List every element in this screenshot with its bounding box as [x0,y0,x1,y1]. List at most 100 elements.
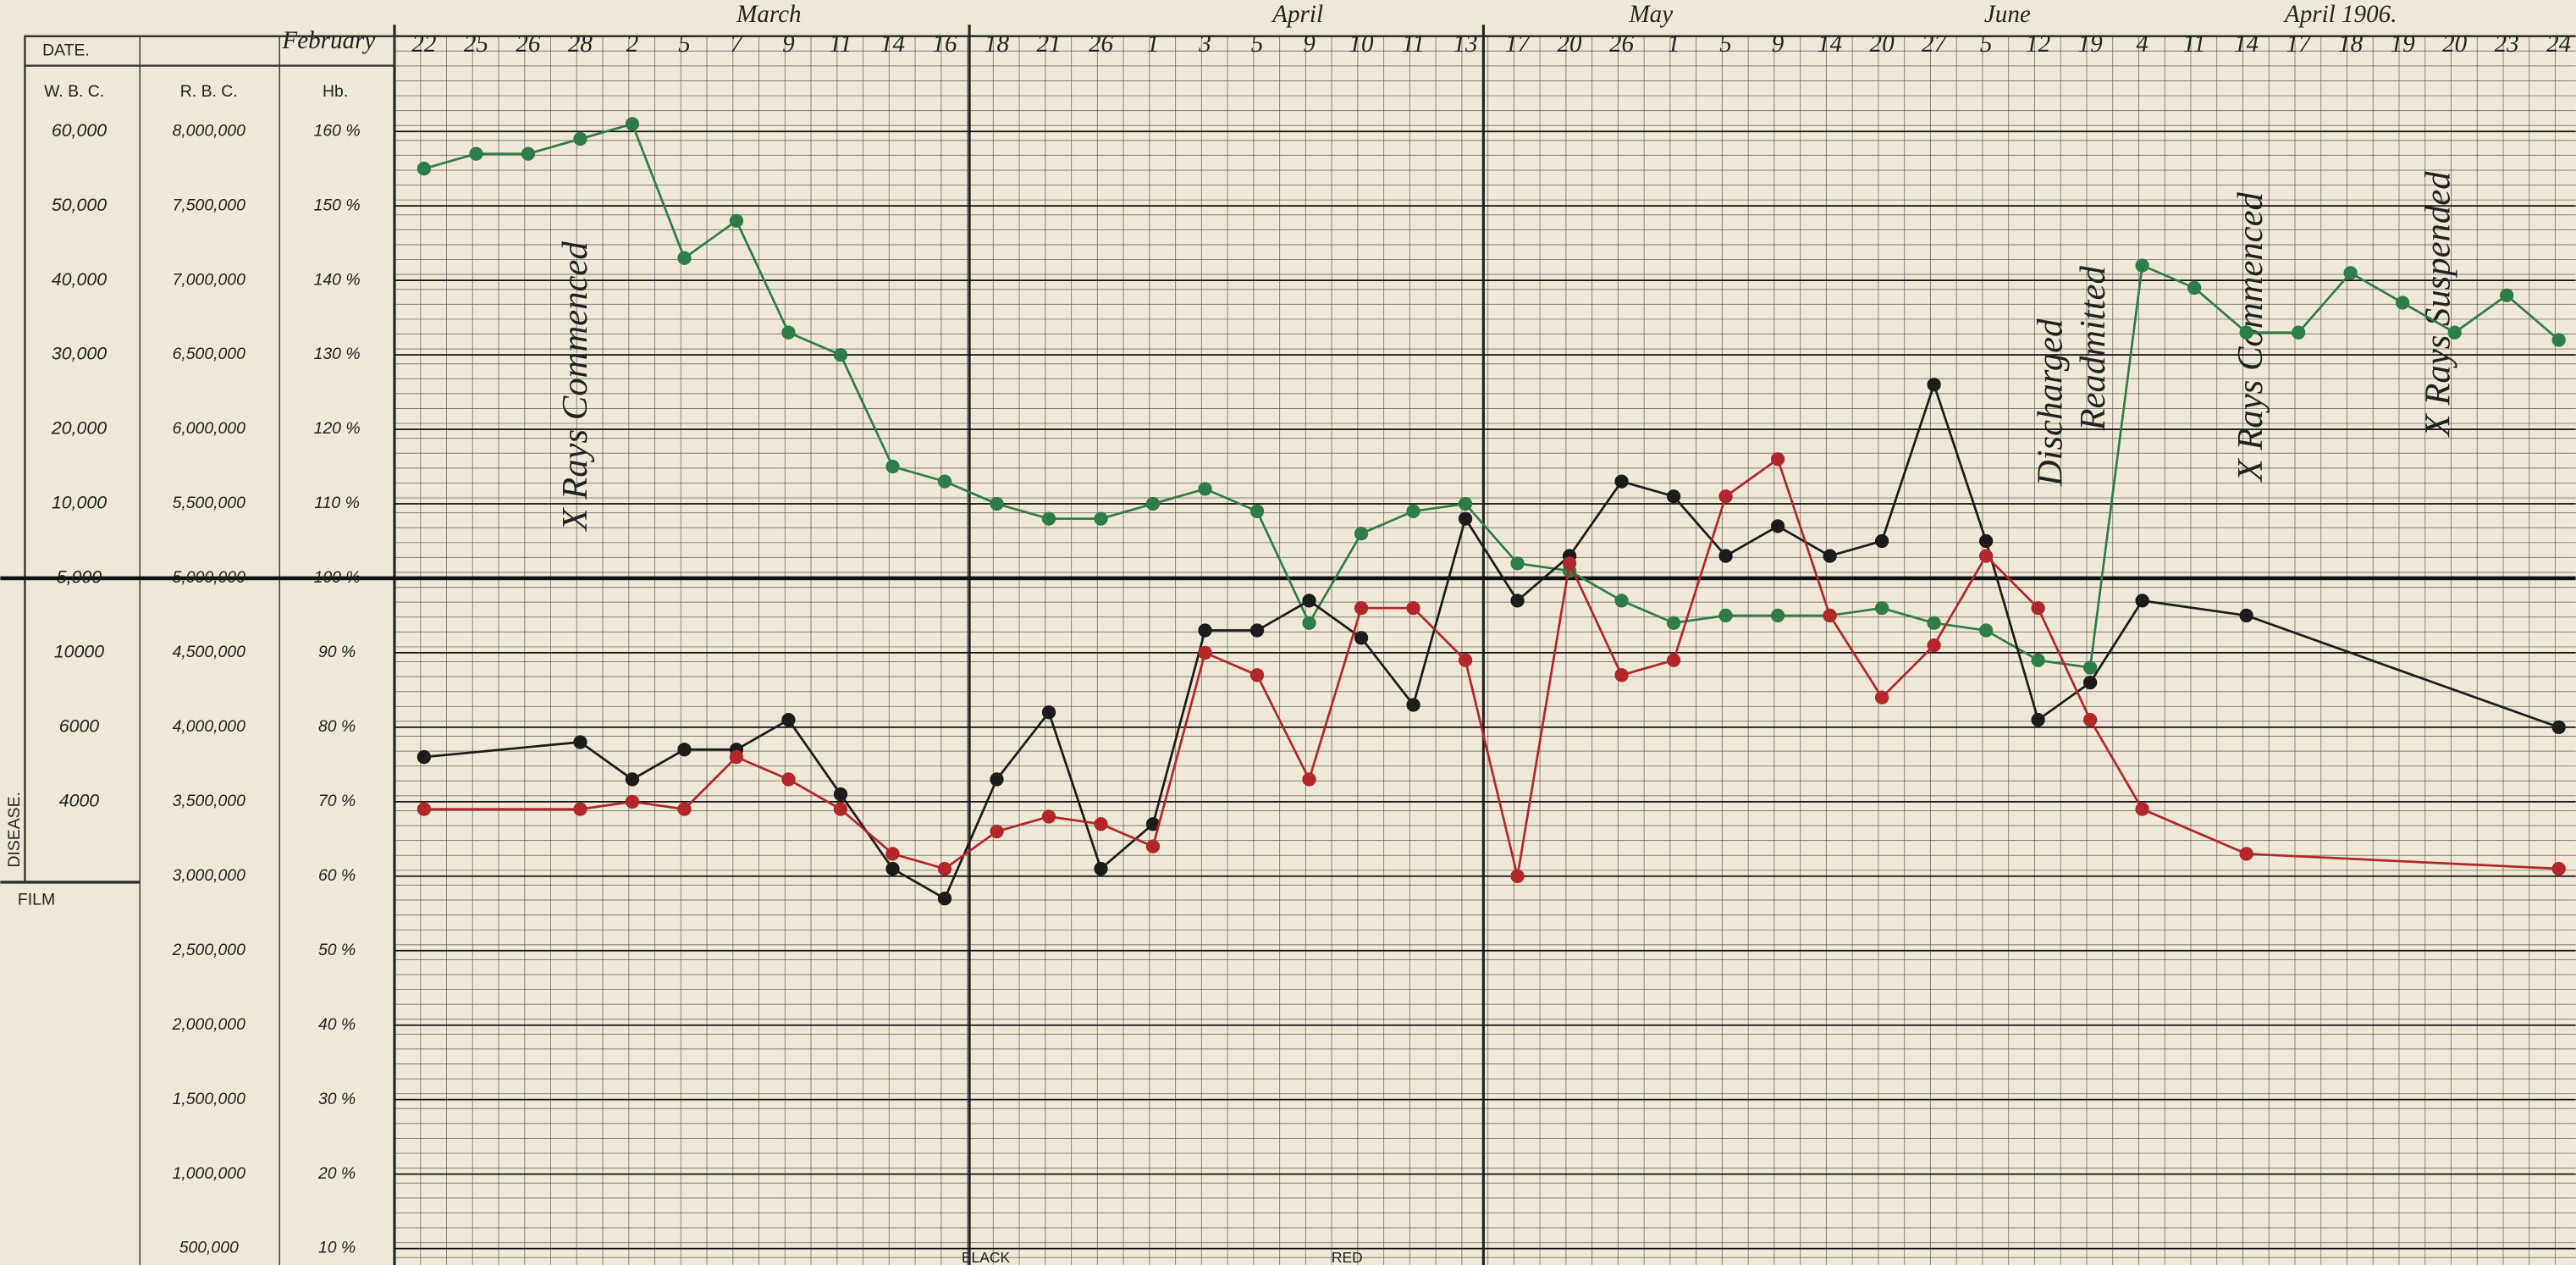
wbc-label: 10,000 [52,493,107,513]
data-point [2239,325,2253,340]
data-point [1718,489,1733,504]
hb-tick-label: 10 % [318,1239,356,1257]
x-tick-label: 23 [2495,30,2519,58]
annotation: X Rays Commenced [555,241,595,533]
wbc-label: 40,000 [52,269,107,290]
data-point [1354,631,1369,645]
wbc-label: 50,000 [52,195,107,215]
data-point [729,749,744,765]
header-hb: Hb. [323,82,348,101]
x-tick-label: 26 [516,30,541,58]
x-tick-label: 20 [2442,30,2468,58]
side-label: DISEASE. [5,792,24,867]
x-tick-label: 9 [1772,30,1784,58]
rbc-tick-label: 6,500,000 [173,345,245,363]
data-point [1874,533,1889,549]
rbc-tick-label: 1,500,000 [173,1090,245,1108]
x-tick-label: 18 [2338,30,2364,58]
data-point [1094,861,1108,876]
data-point [469,146,483,161]
rbc-tick-label: 4,500,000 [173,643,245,661]
data-point [990,496,1004,511]
data-point [2551,861,2566,876]
x-tick-label: 14 [880,30,905,58]
hb-tick-label: 100 % [314,568,361,587]
data-point [1770,519,1785,533]
data-point [1302,772,1316,787]
x-tick-label: 17 [1505,30,1531,58]
data-point [2031,712,2045,727]
data-point [2082,675,2098,690]
data-point [781,772,796,787]
data-point [1198,623,1212,638]
data-point [1249,623,1265,638]
series-line [423,122,2560,670]
data-point [885,861,900,876]
data-point [1302,616,1316,630]
data-point [1666,616,1681,630]
data-point [677,802,692,816]
grid [25,25,2576,1265]
data-point [1198,645,1212,660]
data-point [2135,802,2149,816]
data-point [937,861,952,876]
data-point [1249,668,1265,682]
gap-connector [423,741,581,759]
data-point [1041,809,1056,824]
x-tick-label: 3 [1198,30,1211,58]
x-tick-label: 19 [2078,30,2104,58]
x-tick-label: 4 [2136,30,2149,58]
data-point [416,749,432,765]
x-tick-label: 19 [2391,30,2416,58]
data-point [416,162,432,176]
hb-tick-label: 120 % [314,419,361,438]
x-tick-label: 9 [782,30,795,58]
month-label: April [1271,1,1323,28]
rbc-tick-label: 2,000,000 [172,1015,245,1034]
data-point [2291,325,2306,340]
data-point [1458,496,1473,511]
gap-connector [2142,808,2248,855]
data-point [1874,601,1889,616]
rbc-tick-label: 4,000,000 [173,717,245,736]
data-point [1823,549,1837,563]
data-point [1510,869,1525,883]
data-point [2551,333,2566,347]
month-label: April 1906. [2283,1,2397,28]
data-point [1770,452,1785,467]
data-point [521,146,536,161]
x-tick-label: 1 [1147,30,1160,58]
x-tick-label: 24 [2546,30,2571,58]
hb-tick-label: 90 % [318,643,356,661]
rbc-tick-label: 3,500,000 [173,792,245,810]
data-point [1302,594,1316,608]
hb-tick-label: 160 % [314,121,361,140]
data-point [1406,698,1420,712]
hb-tick-label: 150 % [314,196,361,214]
data-point [833,347,848,362]
annotation: Readmitted [2073,266,2113,432]
x-tick-label: 13 [1453,30,1478,58]
data-point [677,251,692,265]
hb-tick-label: 30 % [318,1090,356,1108]
data-point [1927,638,1941,653]
hb-tick-label: 80 % [318,717,356,736]
x-tick-label: 20 [1558,30,1583,58]
data-point [1094,817,1108,831]
x-tick-label: 1 [1668,30,1680,58]
gap-connector [2142,599,2247,617]
hb-tick-label: 60 % [318,866,356,885]
rbc-tick-label: 3,000,000 [173,866,245,885]
data-point [1458,653,1473,667]
x-tick-label: 9 [1303,30,1316,58]
data-point [729,213,744,228]
x-tick-label: 7 [731,30,744,58]
data-point [2135,594,2149,608]
data-point [1458,511,1473,526]
x-tick-label: 20 [1870,30,1895,58]
x-tick-label: 14 [2234,30,2259,58]
x-tick-label: 16 [932,30,957,58]
data-point [2135,258,2149,273]
data-point [1145,839,1161,853]
